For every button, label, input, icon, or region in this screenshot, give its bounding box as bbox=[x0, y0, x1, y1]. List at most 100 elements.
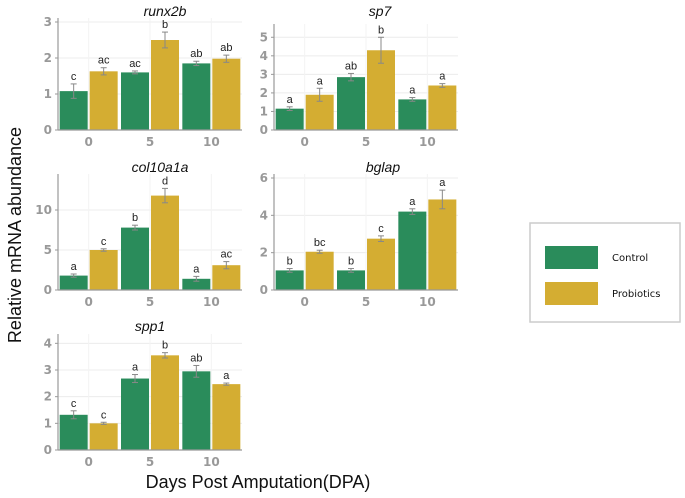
bar bbox=[59, 414, 88, 450]
y-tick-label: 2 bbox=[44, 51, 52, 65]
y-tick-label: 2 bbox=[260, 86, 268, 100]
x-tick-label: 10 bbox=[203, 455, 220, 469]
y-tick-label: 3 bbox=[44, 15, 52, 29]
x-tick-label: 0 bbox=[84, 455, 92, 469]
panel-sp7: a a 0 ab b 5 a a 10 0 1 2 3 4 5 sp7 bbox=[260, 3, 458, 149]
bar bbox=[182, 371, 211, 450]
y-tick-label: 10 bbox=[35, 203, 52, 217]
significance-label: c bbox=[101, 236, 107, 248]
bar bbox=[212, 58, 241, 130]
significance-label: c bbox=[101, 409, 107, 421]
panel-title: col10a1a bbox=[132, 159, 189, 175]
significance-label: a bbox=[439, 177, 446, 189]
x-tick-label: 5 bbox=[362, 295, 370, 309]
bar bbox=[428, 85, 457, 130]
panel-title: sp7 bbox=[369, 3, 393, 19]
y-tick-label: 0 bbox=[260, 123, 268, 137]
y-tick-label: 4 bbox=[260, 49, 268, 63]
y-tick-label: 4 bbox=[44, 336, 52, 350]
significance-label: a bbox=[132, 362, 139, 374]
bar bbox=[212, 265, 241, 290]
bar bbox=[275, 108, 304, 130]
y-tick-label: 0 bbox=[44, 443, 52, 457]
y-tick-label: 0 bbox=[44, 283, 52, 297]
x-tick-label: 5 bbox=[146, 135, 154, 149]
x-axis-label: Days Post Amputation(DPA) bbox=[146, 472, 371, 492]
y-tick-label: 2 bbox=[44, 390, 52, 404]
significance-label: ab bbox=[220, 42, 232, 54]
x-tick-label: 10 bbox=[203, 135, 220, 149]
significance-label: ac bbox=[129, 58, 141, 70]
bar bbox=[398, 211, 427, 290]
significance-label: a bbox=[409, 85, 416, 97]
x-tick-label: 10 bbox=[203, 295, 220, 309]
y-tick-label: 5 bbox=[44, 243, 52, 257]
significance-label: ab bbox=[190, 48, 202, 60]
significance-label: b bbox=[162, 340, 168, 352]
bar bbox=[398, 99, 427, 130]
bar bbox=[121, 378, 149, 450]
significance-label: a bbox=[193, 263, 200, 275]
x-tick-label: 5 bbox=[146, 295, 154, 309]
x-tick-label: 0 bbox=[300, 135, 308, 149]
legend: Control Probiotics bbox=[529, 222, 681, 323]
y-tick-label: 3 bbox=[260, 67, 268, 81]
significance-label: b bbox=[132, 212, 138, 224]
significance-label: a bbox=[439, 71, 446, 83]
x-tick-label: 0 bbox=[300, 295, 308, 309]
bar bbox=[151, 195, 179, 290]
panel-title: runx2b bbox=[144, 3, 187, 19]
y-tick-label: 1 bbox=[260, 104, 268, 118]
x-tick-label: 5 bbox=[362, 135, 370, 149]
significance-label: c bbox=[378, 223, 384, 235]
legend-label-control: Control bbox=[612, 253, 648, 264]
bar bbox=[182, 63, 211, 130]
bar bbox=[151, 40, 179, 130]
significance-label: c bbox=[71, 398, 77, 410]
x-tick-label: 0 bbox=[84, 295, 92, 309]
y-tick-label: 0 bbox=[44, 123, 52, 137]
significance-label: ac bbox=[221, 249, 233, 261]
significance-label: ab bbox=[190, 352, 202, 364]
panel-title: spp1 bbox=[135, 318, 165, 334]
bar bbox=[121, 227, 149, 290]
significance-label: ac bbox=[98, 55, 110, 67]
significance-label: a bbox=[409, 196, 416, 208]
significance-label: ab bbox=[345, 60, 357, 72]
x-tick-label: 10 bbox=[419, 295, 436, 309]
significance-label: a bbox=[223, 370, 230, 382]
panel-runx2b: c ac 0 ac b 5 ab ab 10 0 1 2 3 runx2b bbox=[44, 3, 242, 149]
y-tick-label: 1 bbox=[44, 87, 52, 101]
y-tick-label: 0 bbox=[260, 283, 268, 297]
significance-label: d bbox=[162, 175, 168, 187]
x-tick-label: 0 bbox=[84, 135, 92, 149]
panels: cac0acb5abab100123runx2baa0abb5aa1001234… bbox=[35, 3, 458, 469]
bar bbox=[428, 199, 457, 290]
legend-box bbox=[529, 222, 681, 323]
bar bbox=[182, 278, 211, 290]
significance-label: a bbox=[287, 94, 294, 106]
bar bbox=[121, 72, 149, 130]
significance-label: b bbox=[378, 24, 384, 36]
bar bbox=[212, 384, 241, 450]
significance-label: bc bbox=[314, 237, 326, 249]
bar bbox=[305, 251, 334, 290]
x-tick-label: 5 bbox=[146, 455, 154, 469]
bar bbox=[367, 238, 395, 290]
y-tick-label: 4 bbox=[260, 208, 268, 222]
legend-label-probiotics: Probiotics bbox=[612, 289, 661, 300]
bar bbox=[337, 270, 365, 290]
bar bbox=[275, 270, 304, 290]
significance-label: b bbox=[162, 19, 168, 31]
legend-swatch-control bbox=[545, 246, 598, 269]
panel-title: bglap bbox=[366, 159, 400, 175]
y-tick-label: 2 bbox=[260, 246, 268, 260]
significance-label: b bbox=[287, 256, 293, 268]
significance-label: b bbox=[348, 256, 354, 268]
legend-swatch-probiotics bbox=[545, 282, 598, 305]
bar bbox=[59, 275, 88, 290]
bar bbox=[89, 423, 118, 450]
